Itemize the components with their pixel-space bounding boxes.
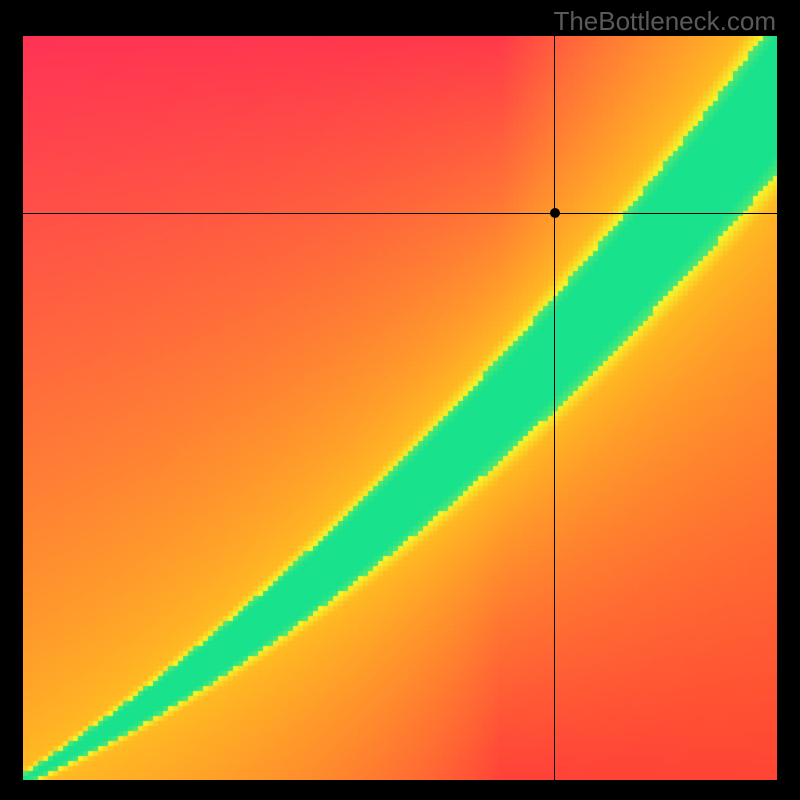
heatmap-canvas bbox=[23, 36, 777, 780]
crosshair-horizontal bbox=[23, 213, 777, 214]
chart-container: TheBottleneck.com bbox=[0, 0, 800, 800]
watermark-text: TheBottleneck.com bbox=[553, 6, 776, 37]
marker-dot bbox=[550, 208, 560, 218]
crosshair-vertical bbox=[554, 36, 555, 780]
